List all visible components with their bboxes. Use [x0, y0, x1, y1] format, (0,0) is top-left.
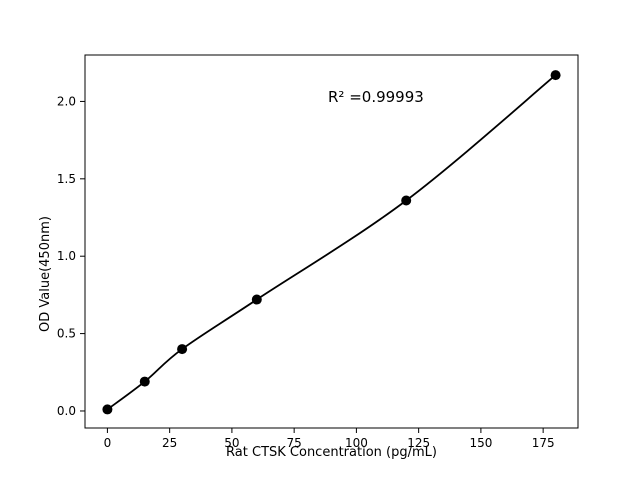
x-tick-label: 175	[532, 436, 555, 450]
x-tick-label: 125	[407, 436, 430, 450]
y-tick-label: 2.0	[57, 94, 76, 108]
data-point	[139, 376, 150, 387]
y-tick-label: 1.0	[57, 249, 76, 263]
x-tick-label: 0	[104, 436, 112, 450]
x-axis-label: Rat CTSK Concentration (pg/mL)	[226, 445, 437, 460]
data-point	[251, 294, 262, 305]
r-squared-annotation: R² =0.99993	[328, 88, 424, 106]
y-tick-label: 0.5	[57, 327, 76, 341]
data-point	[550, 70, 561, 81]
data-point	[177, 344, 188, 355]
y-tick-label: 1.5	[57, 172, 76, 186]
fit-line	[106, 74, 557, 411]
x-tick-label: 50	[224, 436, 239, 450]
x-tick-label: 100	[345, 436, 368, 450]
x-tick-label: 75	[287, 436, 302, 450]
plot-border	[84, 54, 579, 429]
data-point	[102, 404, 113, 415]
data-point	[401, 195, 412, 206]
y-axis-label: OD Value(450nm)	[38, 216, 53, 332]
x-tick-label: 150	[469, 436, 492, 450]
y-tick-label: 0.0	[57, 404, 76, 418]
x-tick-label: 25	[162, 436, 177, 450]
